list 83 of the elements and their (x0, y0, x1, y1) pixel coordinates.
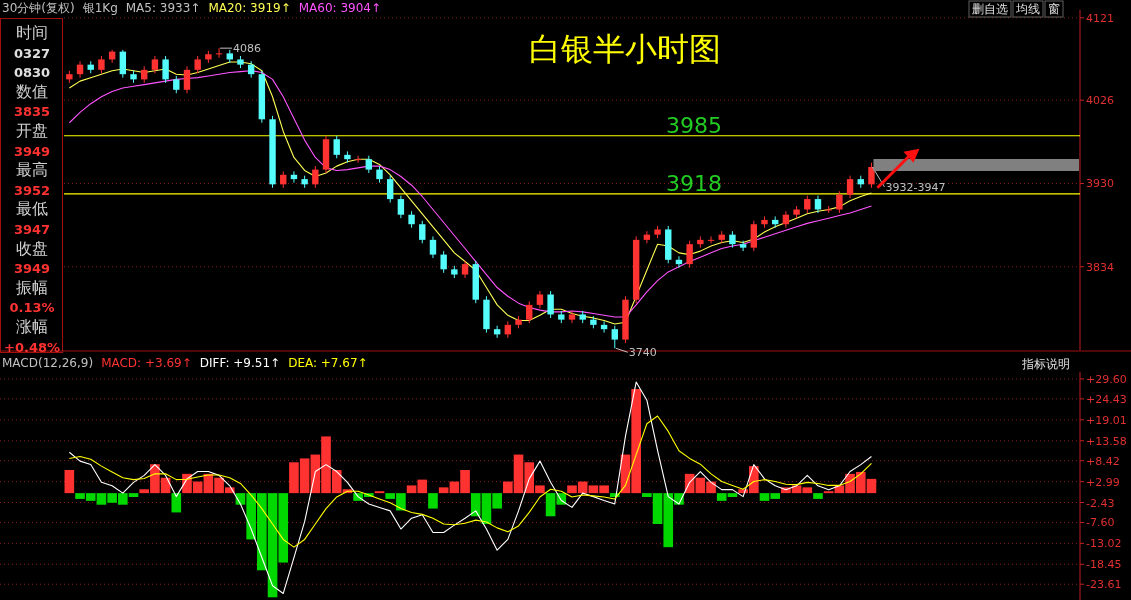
y-tick-label: +19.01 (1086, 413, 1127, 427)
text: 删自选 (972, 2, 1008, 16)
candlestick (611, 325, 618, 349)
text: 白银半小时图 (529, 30, 721, 68)
annotation: 4086 (233, 42, 262, 56)
text: 3835 (13, 104, 51, 120)
candlestick (333, 135, 340, 159)
candlestick (686, 240, 693, 269)
candlestick (354, 155, 362, 164)
y-tick-label: 4026 (1086, 94, 1114, 108)
bar (428, 493, 438, 509)
text: DEA: +7.67↑ (288, 356, 368, 370)
candlestick (868, 162, 875, 189)
ref-line-label: 3985 (665, 112, 722, 138)
candlestick (440, 250, 447, 274)
text: 3932-3947 (885, 180, 946, 194)
ref-line-label: 3918 (665, 170, 722, 196)
text: 时间 (16, 23, 48, 42)
candlestick (836, 190, 843, 214)
annotation: 3740 (628, 346, 657, 360)
annotation: MA5: 3933↑ (125, 1, 201, 15)
bar (813, 493, 823, 499)
text: 最高 (16, 160, 48, 180)
y-tick-label: -2.43 (1086, 496, 1115, 510)
y-tick-label: -18.45 (1086, 558, 1122, 572)
y-tick-label: +13.58 (1086, 434, 1127, 448)
text: 收盘 (16, 238, 48, 258)
candlestick (643, 230, 651, 244)
candlestick (215, 47, 223, 59)
y-tick-label: +2.99 (1086, 475, 1120, 489)
text: 0327 (13, 45, 51, 61)
y-tick-label: 3930 (1086, 177, 1114, 191)
text: 指标说明 (1021, 357, 1070, 371)
text: 3947 (13, 222, 51, 237)
text: DIFF: +9.51↑ (199, 356, 281, 370)
text: 均线 (1015, 2, 1040, 16)
text: 振幅 (16, 277, 48, 297)
y-tick-label: -7.60 (1086, 516, 1115, 530)
y-tick-label: -13.02 (1086, 537, 1122, 551)
y-tick-label: +29.60 (1086, 372, 1127, 386)
bar (438, 487, 449, 494)
text: 数值 (16, 81, 48, 101)
y-tick-label: +8.42 (1086, 454, 1120, 468)
candlestick (386, 175, 394, 204)
y-tick-label: 3834 (1086, 260, 1114, 274)
line-series (68, 415, 872, 548)
bar (64, 469, 75, 494)
annotation: 银1Kg (81, 1, 118, 15)
text: 0.13% (9, 300, 55, 316)
text: 3952 (13, 182, 51, 198)
text: 最低 (16, 199, 48, 219)
text: 0830 (13, 65, 51, 81)
candlestick (739, 240, 747, 252)
candlestick (707, 235, 715, 244)
candlestick (750, 220, 758, 252)
candlestick (526, 300, 533, 324)
text: 窗 (1048, 2, 1060, 16)
candlestick (397, 195, 405, 219)
annotation: 30分钟(复权) (2, 1, 75, 15)
y-tick-label: +24.43 (1086, 392, 1127, 406)
text: 3949 (13, 261, 51, 277)
annotation: MA20: 3919↑ (208, 1, 291, 15)
candlestick (162, 55, 169, 84)
text: MACD(12,26,9) (2, 356, 94, 370)
candlestick (119, 49, 127, 79)
y-tick-label: 4121 (1086, 11, 1114, 25)
bar (171, 493, 182, 513)
candlestick (312, 165, 319, 189)
candlestick (429, 235, 437, 259)
text: 3949 (13, 143, 51, 159)
candlestick (419, 220, 426, 244)
candlestick (547, 290, 554, 319)
text: MACD: +3.69↑ (101, 356, 192, 370)
line-series (68, 381, 872, 594)
candlestick (568, 310, 576, 324)
candlestick (493, 325, 501, 339)
candlestick (183, 65, 191, 94)
y-tick-label: -23.61 (1086, 578, 1122, 592)
candlestick (846, 175, 854, 199)
text: 开盘 (16, 121, 48, 140)
text: 涨幅 (16, 317, 48, 336)
annotation: MA60: 3904↑ (298, 1, 382, 15)
text: +0.48% (4, 339, 60, 355)
